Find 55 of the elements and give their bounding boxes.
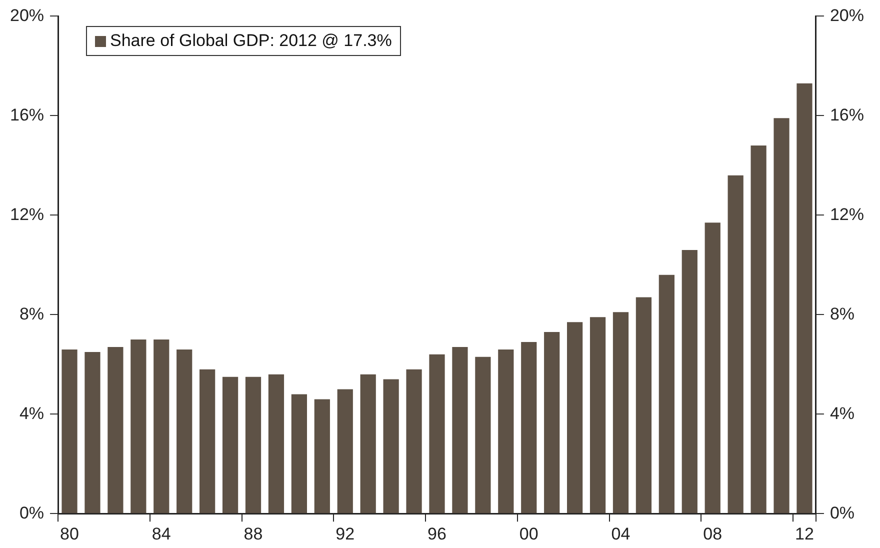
y-tick-label: 0% (19, 503, 44, 522)
y2-tick-label: 20% (830, 6, 864, 25)
bar (475, 356, 491, 514)
bar (268, 374, 284, 514)
bar (200, 369, 216, 514)
bar (406, 369, 422, 514)
bar (452, 346, 468, 514)
legend-label: Share of Global GDP: 2012 @ 17.3% (110, 31, 392, 51)
y-tick-label: 16% (10, 105, 44, 124)
x-tick-label: 84 (152, 524, 171, 544)
bar (291, 394, 307, 514)
bar (658, 274, 674, 514)
y2-tick-label: 8% (830, 304, 855, 324)
bar (521, 342, 537, 514)
bar (612, 312, 629, 514)
bar (176, 349, 192, 514)
bar (62, 349, 78, 514)
y2-tick-label: 12% (830, 204, 864, 224)
x-tick-label: 08 (703, 524, 722, 544)
bar (383, 379, 399, 514)
y-tick-label: 12% (10, 204, 44, 224)
y2-tick-label: 0% (830, 503, 855, 522)
bar (636, 297, 652, 514)
x-tick-label: 00 (519, 524, 538, 544)
x-tick-label: 80 (60, 524, 79, 544)
x-tick-label: 12 (795, 524, 814, 544)
x-tick-label: 88 (244, 524, 263, 544)
y2-tick-label: 16% (830, 105, 864, 124)
bar (590, 317, 606, 514)
y-tick-label: 4% (19, 404, 44, 423)
bar (429, 354, 445, 514)
x-tick-label: 92 (336, 524, 355, 544)
bar (704, 222, 720, 514)
y-tick-label: 8% (19, 304, 44, 324)
bar (728, 175, 744, 514)
bar (750, 146, 766, 514)
y-tick-label: 20% (10, 6, 44, 25)
bar (682, 250, 698, 514)
y2-tick-label: 4% (830, 404, 855, 423)
bar (796, 83, 812, 514)
bar (567, 322, 583, 514)
bar (154, 340, 170, 514)
bar (360, 374, 376, 514)
bar (130, 340, 146, 514)
bar (544, 332, 560, 514)
bar (108, 346, 124, 514)
bar (337, 389, 353, 514)
bar (314, 399, 330, 514)
bar (498, 349, 514, 514)
bar (84, 352, 100, 514)
bar (222, 376, 238, 514)
x-tick-label: 96 (428, 524, 446, 544)
x-tick-label: 04 (611, 524, 630, 544)
bar (774, 118, 790, 514)
bar (245, 376, 262, 514)
